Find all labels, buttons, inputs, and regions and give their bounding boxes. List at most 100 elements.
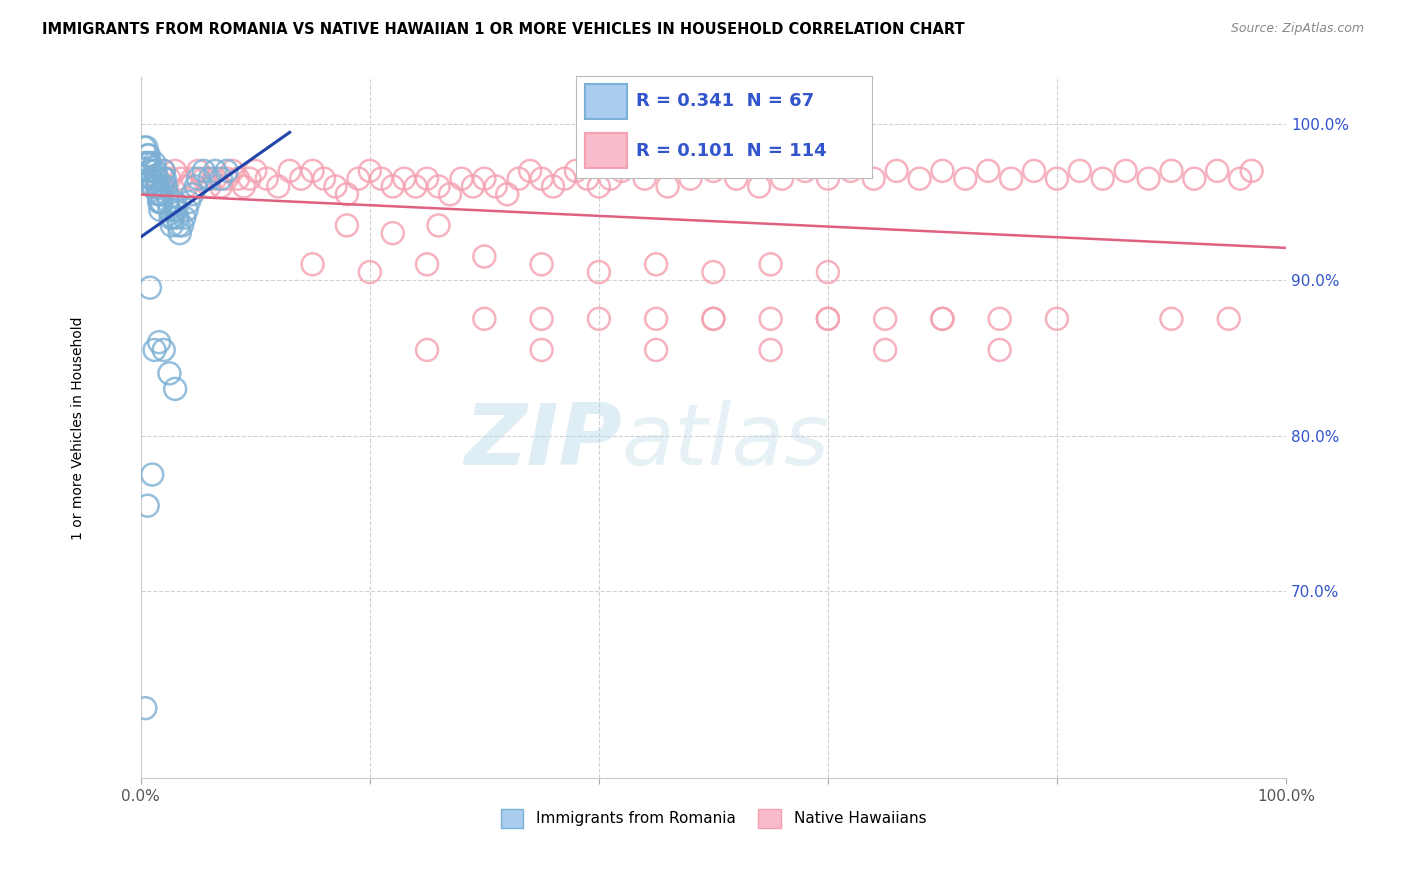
Point [1182, 171, 1205, 186]
Point [1000, 171, 1022, 186]
Point [405, 179, 427, 194]
Point [988, 311, 1011, 326]
Point [588, 311, 610, 326]
Point [166, 211, 188, 225]
Point [176, 179, 198, 194]
Point [204, 171, 226, 186]
Point [148, 187, 170, 202]
Point [156, 187, 179, 202]
Point [955, 171, 977, 186]
Point [135, 140, 157, 154]
Point [138, 148, 160, 162]
Point [256, 171, 278, 186]
Point [748, 179, 770, 194]
Point [599, 171, 621, 186]
Point [931, 164, 953, 178]
Point [875, 343, 897, 357]
Point [152, 164, 174, 178]
Point [359, 164, 381, 178]
Point [165, 194, 187, 209]
Point [496, 187, 519, 202]
Point [143, 164, 166, 178]
Point [193, 164, 215, 178]
Point [794, 164, 817, 178]
Text: ZIP: ZIP [464, 401, 621, 483]
Point [146, 171, 169, 186]
Point [142, 179, 165, 194]
Point [198, 179, 221, 194]
Point [162, 211, 184, 225]
Point [931, 311, 953, 326]
Point [159, 211, 181, 225]
Point [1137, 171, 1160, 186]
Point [145, 164, 167, 178]
Point [155, 179, 177, 194]
Point [177, 194, 200, 209]
Point [170, 171, 193, 186]
Point [139, 164, 162, 178]
Text: IMMIGRANTS FROM ROMANIA VS NATIVE HAWAIIAN 1 OR MORE VEHICLES IN HOUSEHOLD CORRE: IMMIGRANTS FROM ROMANIA VS NATIVE HAWAII… [42, 22, 965, 37]
Point [770, 171, 793, 186]
Point [150, 194, 173, 209]
Point [176, 202, 198, 217]
Y-axis label: 1 or more Vehicles in Household: 1 or more Vehicles in Household [72, 316, 86, 540]
Point [159, 171, 181, 186]
Point [908, 171, 931, 186]
Point [143, 343, 166, 357]
Point [148, 194, 170, 209]
Point [239, 171, 262, 186]
Point [143, 156, 166, 170]
Point [301, 257, 323, 271]
Point [135, 156, 157, 170]
Point [759, 257, 782, 271]
Point [541, 179, 564, 194]
Point [173, 211, 195, 225]
Point [359, 265, 381, 279]
Point [290, 171, 312, 186]
Point [152, 343, 174, 357]
Point [839, 164, 862, 178]
Point [1229, 171, 1251, 186]
Point [381, 226, 404, 240]
Point [759, 343, 782, 357]
Point [138, 156, 160, 170]
Point [146, 179, 169, 194]
Point [146, 179, 169, 194]
Point [145, 171, 167, 186]
Point [472, 311, 495, 326]
Point [817, 311, 839, 326]
Text: atlas: atlas [621, 401, 830, 483]
Point [169, 226, 191, 240]
Point [565, 164, 588, 178]
Point [702, 311, 724, 326]
Point [278, 164, 301, 178]
Point [232, 179, 254, 194]
Point [530, 311, 553, 326]
Point [193, 171, 215, 186]
Point [439, 187, 461, 202]
Point [141, 179, 163, 194]
Point [163, 202, 186, 217]
Point [325, 179, 347, 194]
Point [1160, 164, 1182, 178]
Point [817, 311, 839, 326]
Point [139, 171, 162, 186]
Point [1069, 164, 1091, 178]
Point [519, 164, 541, 178]
Point [759, 311, 782, 326]
Point [209, 171, 232, 186]
Point [152, 179, 174, 194]
Point [1206, 164, 1229, 178]
Point [152, 164, 174, 178]
Point [1091, 171, 1114, 186]
Point [146, 171, 169, 186]
Point [149, 194, 172, 209]
Point [875, 311, 897, 326]
Point [336, 187, 359, 202]
Point [702, 265, 724, 279]
Point [187, 164, 209, 178]
Point [472, 171, 495, 186]
Point [159, 202, 181, 217]
Point [187, 171, 209, 186]
Point [170, 219, 193, 233]
